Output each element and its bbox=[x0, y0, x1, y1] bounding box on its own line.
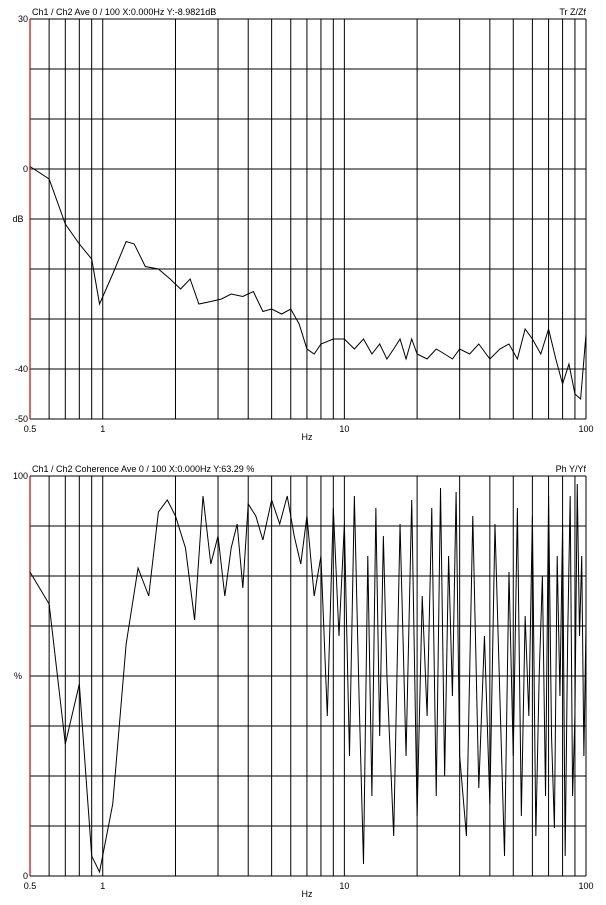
top-chart-x-tick-label: 0.5 bbox=[24, 424, 37, 434]
bottom-chart-x-tick-label: 0.5 bbox=[24, 881, 37, 891]
bottom-chart-header: Ch1 / Ch2 Coherence Ave 0 / 100 X:0.000H… bbox=[32, 464, 254, 474]
top-chart-x-tick-label: 1 bbox=[100, 424, 105, 434]
top-chart-tick-labels: 0.5 1 10 100 30 0 -40 -50 bbox=[15, 14, 594, 434]
top-chart-mode-label: Tr Z/Zf bbox=[559, 7, 586, 17]
top-chart-y-tick-label: -50 bbox=[15, 414, 28, 424]
bottom-chart-plot-area bbox=[29, 483, 587, 874]
top-chart-grid bbox=[29, 18, 587, 420]
coherence-chart: Ch1 / Ch2 Coherence Ave 0 / 100 X:0.000H… bbox=[13, 464, 594, 899]
top-chart-series-line bbox=[29, 166, 587, 401]
bottom-chart-y-tick-label: 0 bbox=[23, 871, 28, 881]
top-chart-y-tick-label: -40 bbox=[15, 364, 28, 374]
transfer-function-chart: Ch1 / Ch2 Ave 0 / 100 X:0.000Hz Y:-8.982… bbox=[12, 7, 593, 442]
top-chart-y-tick-label: 30 bbox=[18, 14, 28, 24]
top-chart-x-tick-label: 10 bbox=[339, 424, 349, 434]
bottom-chart-x-tick-label: 10 bbox=[339, 881, 349, 891]
bottom-chart-x-axis-label: Hz bbox=[302, 889, 313, 899]
bottom-chart-mode-label: Ph Y/Yf bbox=[556, 464, 587, 474]
top-chart-y-tick-label: 0 bbox=[23, 164, 28, 174]
bottom-chart-x-tick-label: 1 bbox=[100, 881, 105, 891]
top-chart-x-tick-label: 100 bbox=[578, 424, 593, 434]
top-chart-x-axis-label: Hz bbox=[302, 432, 313, 442]
bottom-chart-y-axis-label: % bbox=[14, 671, 22, 681]
bottom-chart-y-tick-label: 100 bbox=[13, 471, 28, 481]
bottom-chart-tick-labels: 0.5 1 10 100 100 0 bbox=[13, 471, 594, 891]
bottom-chart-series-line bbox=[29, 483, 587, 874]
bottom-chart-x-tick-label: 100 bbox=[578, 881, 593, 891]
bottom-chart-grid bbox=[29, 475, 587, 877]
top-chart-plot-area bbox=[29, 166, 587, 401]
top-chart-header: Ch1 / Ch2 Ave 0 / 100 X:0.000Hz Y:-8.982… bbox=[32, 7, 216, 17]
top-chart-y-axis-label: dB bbox=[12, 214, 23, 224]
